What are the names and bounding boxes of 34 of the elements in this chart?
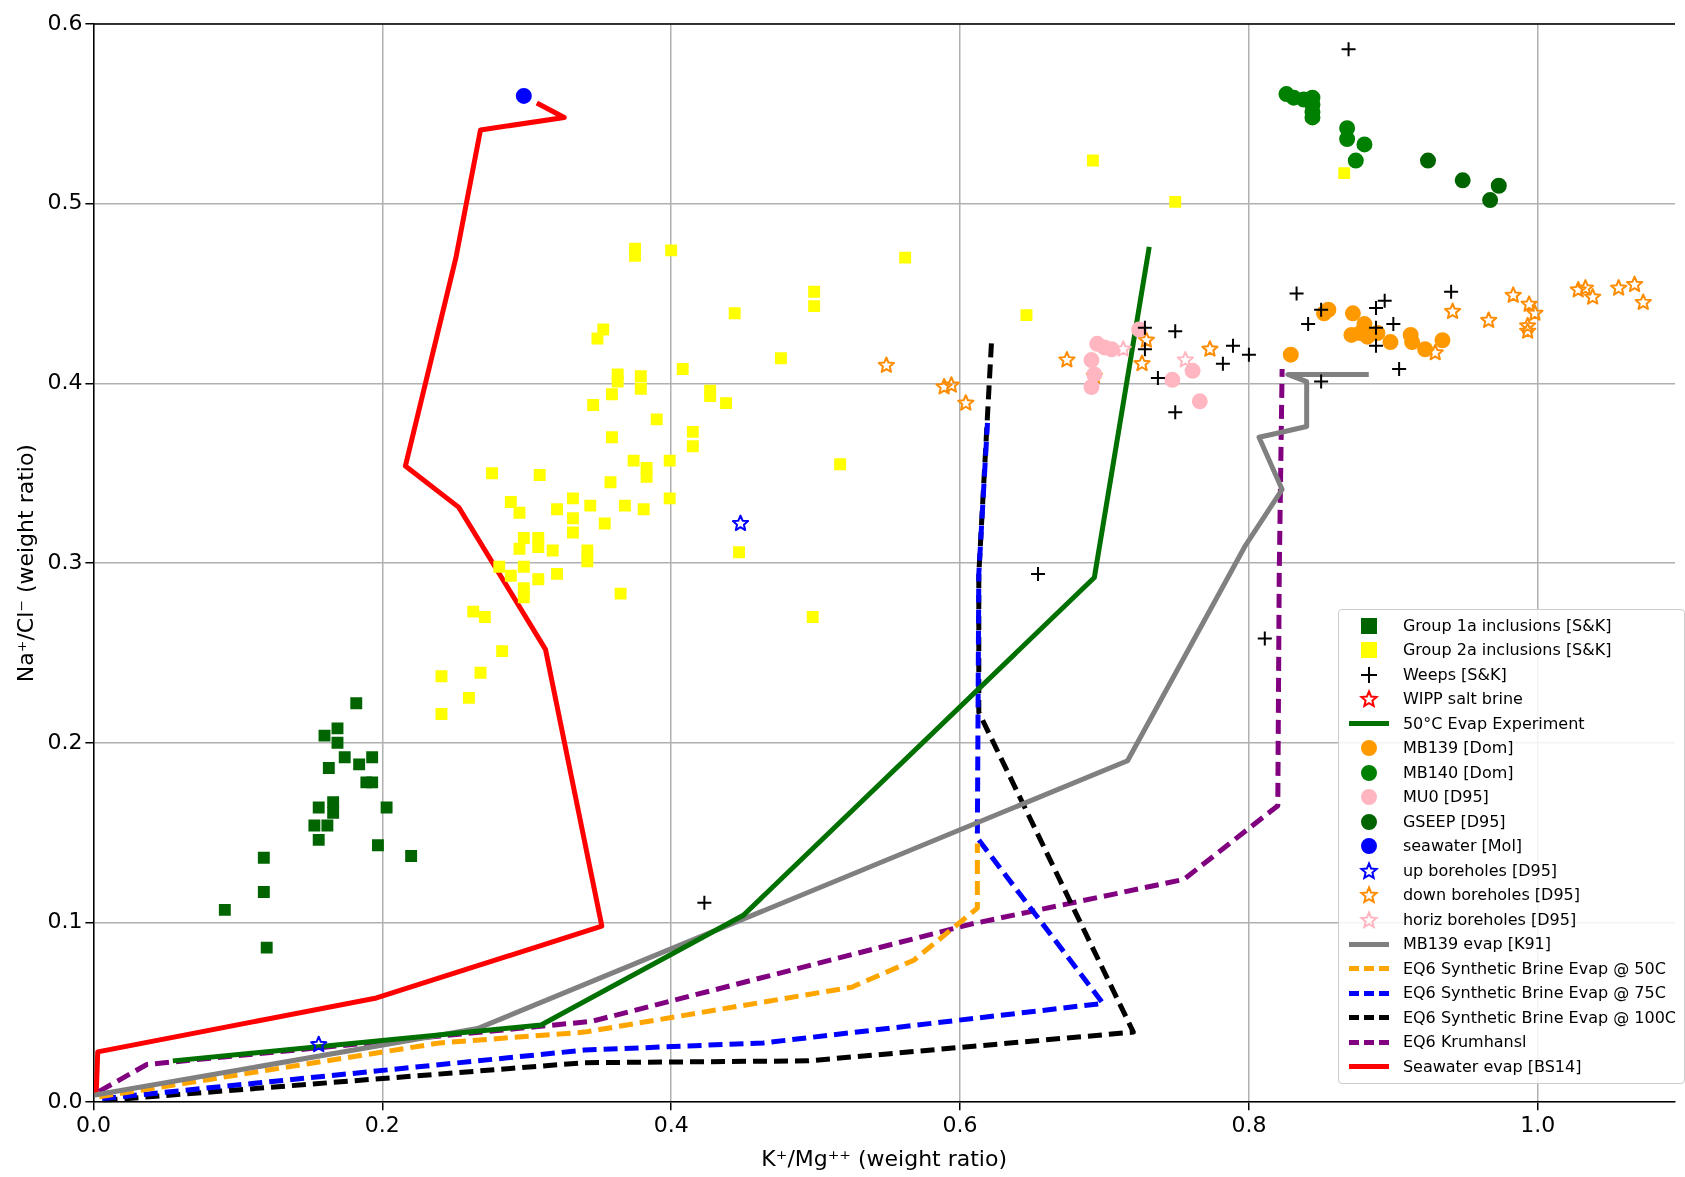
legend-label: MB140 [Dom] — [1402, 761, 1514, 784]
legend-label: up boreholes [D95] — [1402, 859, 1558, 882]
legend-label: horiz boreholes [D95] — [1402, 908, 1577, 931]
y-tick-label: 0.4 — [47, 369, 83, 395]
legend-label: Seawater evap [BS14] — [1402, 1055, 1582, 1078]
legend-label: seawater [Mol] — [1402, 835, 1523, 857]
legend-label: MB139 [Dom] — [1402, 737, 1514, 759]
legend-label: MB139 evap [K91] — [1402, 933, 1552, 955]
x-tick-label: 0.2 — [364, 1112, 400, 1138]
legend-label: Group 2a inclusions [S&K] — [1402, 639, 1612, 661]
legend-label: Group 1a inclusions [S&K] — [1402, 614, 1612, 637]
y-tick-label: 0.1 — [47, 908, 83, 934]
legend-label: EQ6 Synthetic Brine Evap @ 100C — [1402, 1006, 1676, 1029]
x-tick-label: 0.6 — [942, 1112, 978, 1138]
legend-label: MU0 [D95] — [1402, 786, 1489, 808]
y-axis-title: Na⁺/Cl⁻ (weight ratio) — [12, 444, 38, 683]
y-tick-label: 0.2 — [47, 728, 83, 754]
legend-label: WIPP salt brine — [1402, 688, 1523, 710]
x-tick-label: 0.8 — [1231, 1112, 1267, 1138]
legend-label: EQ6 Synthetic Brine Evap @ 50C — [1402, 957, 1666, 980]
y-tick-label: 0.0 — [47, 1087, 83, 1113]
x-axis-title: K⁺/Mg⁺⁺ (weight ratio) — [761, 1145, 1008, 1171]
legend-label: GSEEP [D95] — [1402, 810, 1506, 833]
legend-label: Weeps [S&K] — [1402, 663, 1507, 686]
x-tick-label: 1.0 — [1520, 1112, 1556, 1138]
x-tick-label: 0.4 — [653, 1112, 689, 1138]
legend-label: EQ6 Krumhansl — [1402, 1031, 1527, 1053]
y-tick-label: 0.3 — [47, 548, 83, 574]
y-tick-label: 0.6 — [47, 9, 83, 35]
x-tick-label: 0.0 — [75, 1112, 111, 1138]
legend-label: down boreholes [D95] — [1402, 884, 1580, 906]
y-tick-label: 0.5 — [47, 189, 83, 215]
legend-label: EQ6 Synthetic Brine Evap @ 75C — [1402, 982, 1666, 1004]
legend-label: 50°C Evap Experiment — [1402, 712, 1585, 735]
